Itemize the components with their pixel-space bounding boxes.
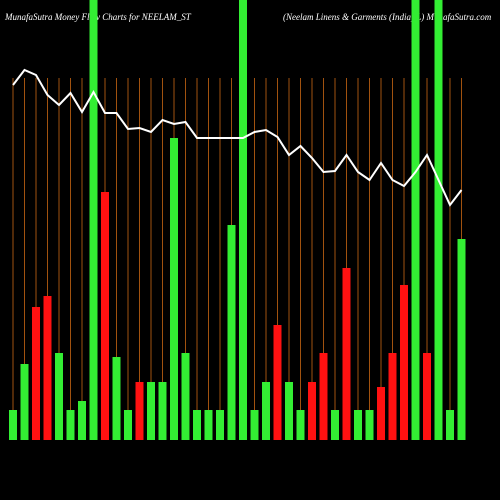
bar [331,410,339,440]
bar [400,285,408,440]
bar [423,353,431,440]
bar [457,239,466,440]
bar [55,353,63,440]
bar [250,410,259,440]
bar [9,410,17,440]
bar [377,387,385,440]
bar [112,357,121,440]
bar [434,0,443,440]
chart-title: MunafaSutra Money Flow Charts for NEELAM… [4,12,192,22]
bar [124,410,132,440]
bar [342,268,351,440]
bar [216,410,224,440]
bar [296,410,305,440]
bar [147,382,155,440]
bar [273,325,282,440]
bar [319,353,328,440]
bar [227,225,236,440]
bar [78,401,86,440]
bar [135,382,144,440]
bar [43,296,52,440]
bar [170,138,178,440]
bar [193,410,201,440]
bar [388,353,397,440]
bar [20,364,29,440]
bar [446,410,454,440]
bar [32,307,40,440]
bar [89,0,98,440]
bar [66,410,75,440]
bar [239,0,247,440]
bar [181,353,190,440]
bar [411,0,420,440]
chart-subtitle: (Neelam Linens & Garments (India) L) Mun… [283,12,492,22]
bar [158,382,167,440]
bar [354,410,362,440]
bar [101,192,109,440]
bar [308,382,316,440]
bar [365,410,374,440]
bar [262,382,270,440]
bar [204,410,213,440]
bar [285,382,293,440]
money-flow-line [12,68,463,207]
